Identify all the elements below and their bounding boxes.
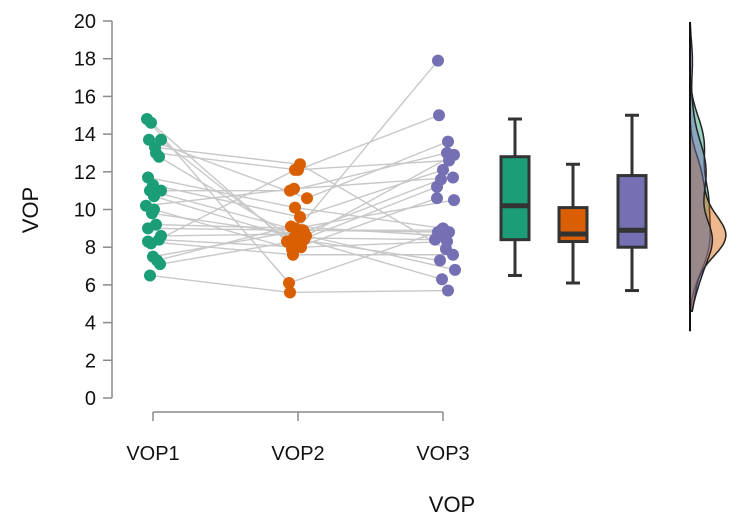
- paired-line: [145, 188, 295, 207]
- x-tick-label: VOP3: [416, 443, 469, 465]
- paired-line: [290, 225, 445, 237]
- data-point: [142, 222, 154, 235]
- y-tick-label: 4: [85, 313, 96, 335]
- box-body: [499, 155, 531, 242]
- paired-line: [159, 238, 305, 265]
- data-point: [447, 248, 459, 261]
- y-tick-label: 0: [85, 388, 96, 410]
- paired-line: [147, 176, 296, 209]
- data-point: [144, 269, 156, 282]
- y-tick-label: 16: [74, 86, 96, 108]
- paired-line: [303, 238, 443, 280]
- paired-line: [155, 223, 297, 230]
- data-points: [140, 54, 461, 299]
- paired-line: [286, 60, 439, 242]
- data-point: [442, 284, 454, 297]
- paired-line: [160, 139, 293, 244]
- y-tick-label: 8: [85, 237, 96, 259]
- y-tick-label: 10: [74, 200, 96, 222]
- paired-line: [295, 199, 455, 230]
- paired-line: [150, 169, 296, 245]
- y-ticks: 0 2 4 6 8 10 12 14 16 18 20: [74, 11, 112, 410]
- paired-line: [149, 189, 305, 233]
- y-tick-label: 18: [74, 49, 96, 71]
- data-point: [145, 237, 157, 250]
- data-point: [287, 248, 299, 261]
- y-tick-label: 14: [74, 124, 96, 146]
- y-tick-label: 20: [74, 11, 96, 33]
- density-clouds: [689, 21, 727, 332]
- data-point: [301, 192, 313, 205]
- data-point: [436, 273, 448, 286]
- paired-line: [149, 274, 291, 294]
- paired-line: [156, 225, 292, 262]
- x-axis-title: VOP: [429, 492, 475, 517]
- paired-line: [299, 169, 444, 218]
- paired-line: [153, 195, 301, 241]
- data-point: [448, 194, 460, 207]
- data-point: [296, 224, 308, 237]
- data-point: [435, 173, 447, 186]
- data-point: [289, 201, 301, 214]
- data-point: [148, 190, 160, 203]
- data-point: [283, 277, 295, 290]
- paired-line: [155, 152, 299, 171]
- paired-line: [288, 231, 439, 284]
- paired-line: [294, 159, 450, 171]
- y-tick-label: 12: [74, 162, 96, 184]
- paired-line: [291, 186, 438, 245]
- y-tick-label: 6: [85, 275, 96, 297]
- data-point: [146, 207, 158, 220]
- data-point: [145, 116, 157, 129]
- paired-line: [291, 197, 438, 250]
- x-tick-label: VOP2: [271, 443, 324, 465]
- paired-line: [297, 114, 440, 171]
- boxplots: [499, 113, 648, 293]
- box-body: [616, 174, 648, 249]
- paired-line: [299, 163, 447, 250]
- x-ticks: VOP1 VOP2 VOP3: [126, 412, 470, 465]
- data-point: [288, 182, 300, 195]
- paired-lines: [145, 60, 456, 294]
- paired-line: [289, 289, 449, 294]
- paired-line: [147, 240, 294, 256]
- data-point: [434, 254, 446, 267]
- data-point: [433, 109, 445, 122]
- data-point: [298, 233, 310, 246]
- data-point: [154, 258, 166, 271]
- data-point: [153, 150, 165, 163]
- data-point: [438, 229, 450, 242]
- data-point: [431, 192, 443, 205]
- y-axis-title: VOP: [18, 187, 43, 233]
- y-tick-label: 2: [85, 350, 96, 372]
- data-point: [285, 220, 297, 233]
- paired-line: [152, 229, 303, 258]
- data-point: [443, 154, 455, 167]
- paired-line: [154, 146, 301, 165]
- paired-line: [158, 156, 295, 239]
- data-point: [294, 211, 306, 224]
- paired-line: [298, 233, 456, 271]
- data-point: [449, 263, 461, 276]
- data-point: [432, 54, 444, 67]
- data-point: [447, 171, 459, 184]
- paired-line: [293, 176, 454, 190]
- data-point: [437, 163, 449, 176]
- paired-line: [146, 118, 290, 284]
- data-point: [289, 163, 301, 176]
- paired-line: [152, 184, 301, 218]
- paired-line: [289, 152, 448, 192]
- data-point: [442, 135, 454, 148]
- paired-line: [151, 212, 307, 237]
- density-cloud: [689, 21, 714, 313]
- x-tick-label: VOP1: [126, 443, 179, 465]
- axes: [111, 21, 443, 413]
- data-point: [429, 233, 441, 246]
- data-point: [284, 286, 296, 299]
